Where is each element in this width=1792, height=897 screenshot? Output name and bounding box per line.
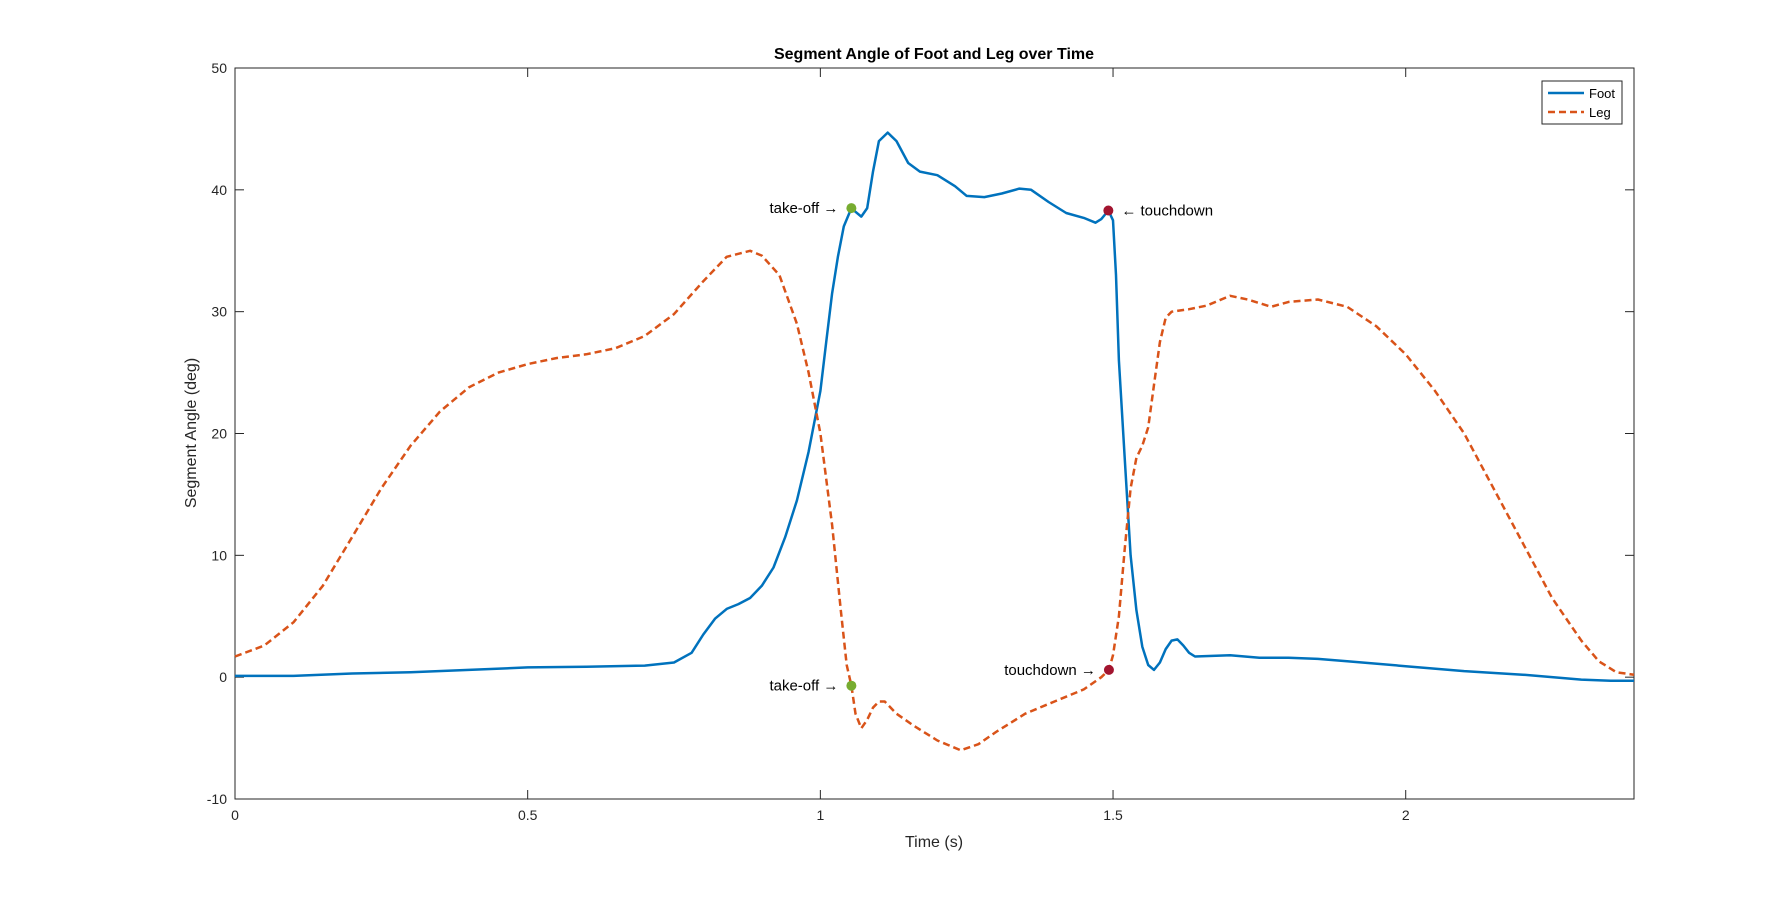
series-layer bbox=[234, 131, 1635, 752]
legend-label-foot: Foot bbox=[1589, 86, 1615, 101]
annotation-label: take-off → bbox=[769, 200, 838, 217]
chart-title: Segment Angle of Foot and Leg over Time bbox=[774, 46, 1094, 63]
x-tick-label: 1.5 bbox=[1103, 807, 1123, 823]
y-tick-label: 30 bbox=[211, 304, 227, 320]
annotation-label: take-off → bbox=[769, 678, 838, 695]
y-tick-label: 20 bbox=[211, 426, 227, 442]
y-tick-label: -10 bbox=[207, 791, 227, 807]
legend-label-leg: Leg bbox=[1589, 105, 1611, 120]
annotation-marker bbox=[1103, 664, 1114, 675]
legend-box bbox=[1541, 80, 1623, 125]
annotation-label: touchdown → bbox=[1004, 662, 1096, 679]
legend: Foot Leg bbox=[1541, 80, 1623, 125]
y-tick-label: 40 bbox=[211, 182, 227, 198]
annotation-marker bbox=[1103, 205, 1114, 216]
y-axis-label: Segment Angle (deg) bbox=[183, 358, 200, 508]
series-line-foot bbox=[235, 131, 1634, 683]
x-tick-label: 0.5 bbox=[518, 807, 538, 823]
y-tick-label: 50 bbox=[211, 60, 227, 76]
y-tick-label: 10 bbox=[211, 547, 227, 563]
plot-area bbox=[234, 67, 1635, 800]
x-tick-label: 1 bbox=[816, 807, 824, 823]
y-tick-label: 0 bbox=[219, 669, 227, 685]
series-line-leg bbox=[234, 249, 1635, 752]
x-axis-label: Time (s) bbox=[905, 834, 963, 851]
annotation-marker bbox=[846, 680, 857, 691]
annotation-marker bbox=[846, 203, 857, 214]
annotation-label: ← touchdown bbox=[1121, 203, 1213, 220]
x-tick-label: 2 bbox=[1402, 807, 1410, 823]
x-tick-label: 0 bbox=[231, 807, 239, 823]
annotations: take-off → ← touchdown take-off → touchdown… bbox=[769, 200, 1213, 695]
